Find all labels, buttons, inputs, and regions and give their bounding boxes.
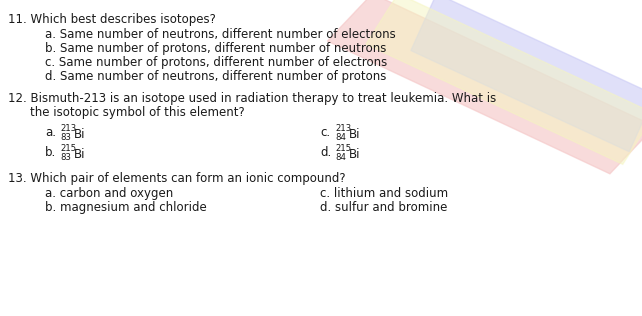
Text: a.: a.: [45, 126, 56, 139]
Text: b. magnesium and chloride: b. magnesium and chloride: [45, 201, 207, 214]
Text: a. Same number of neutrons, different number of electrons: a. Same number of neutrons, different nu…: [45, 28, 395, 41]
Text: d. sulfur and bromine: d. sulfur and bromine: [320, 201, 447, 214]
Text: 13. Which pair of elements can form an ionic compound?: 13. Which pair of elements can form an i…: [8, 172, 345, 185]
Text: Bi: Bi: [349, 128, 361, 141]
Text: d. Same number of neutrons, different number of protons: d. Same number of neutrons, different nu…: [45, 70, 386, 83]
Text: 213: 213: [60, 124, 76, 133]
Text: b. Same number of protons, different number of neutrons: b. Same number of protons, different num…: [45, 42, 386, 55]
Text: 84: 84: [335, 133, 346, 142]
Text: 84: 84: [335, 153, 346, 162]
Text: b.: b.: [45, 146, 56, 159]
Text: 83: 83: [60, 133, 71, 142]
Text: d.: d.: [320, 146, 331, 159]
Polygon shape: [411, 0, 642, 152]
Text: Bi: Bi: [74, 128, 85, 141]
Text: 83: 83: [60, 153, 71, 162]
Text: the isotopic symbol of this element?: the isotopic symbol of this element?: [30, 106, 245, 119]
Text: 11. Which best describes isotopes?: 11. Which best describes isotopes?: [8, 13, 216, 26]
Polygon shape: [327, 0, 642, 174]
Text: c. Same number of protons, different number of electrons: c. Same number of protons, different num…: [45, 56, 387, 69]
Text: a. carbon and oxygen: a. carbon and oxygen: [45, 187, 173, 200]
Text: c.: c.: [320, 126, 330, 139]
Text: Bi: Bi: [349, 148, 361, 161]
Text: 12. Bismuth-213 is an isotope used in radiation therapy to treat leukemia. What : 12. Bismuth-213 is an isotope used in ra…: [8, 92, 496, 105]
Polygon shape: [366, 0, 642, 164]
Text: 215: 215: [60, 144, 76, 153]
Text: 213: 213: [335, 124, 351, 133]
Text: 215: 215: [335, 144, 351, 153]
Text: Bi: Bi: [74, 148, 85, 161]
Text: c. lithium and sodium: c. lithium and sodium: [320, 187, 448, 200]
